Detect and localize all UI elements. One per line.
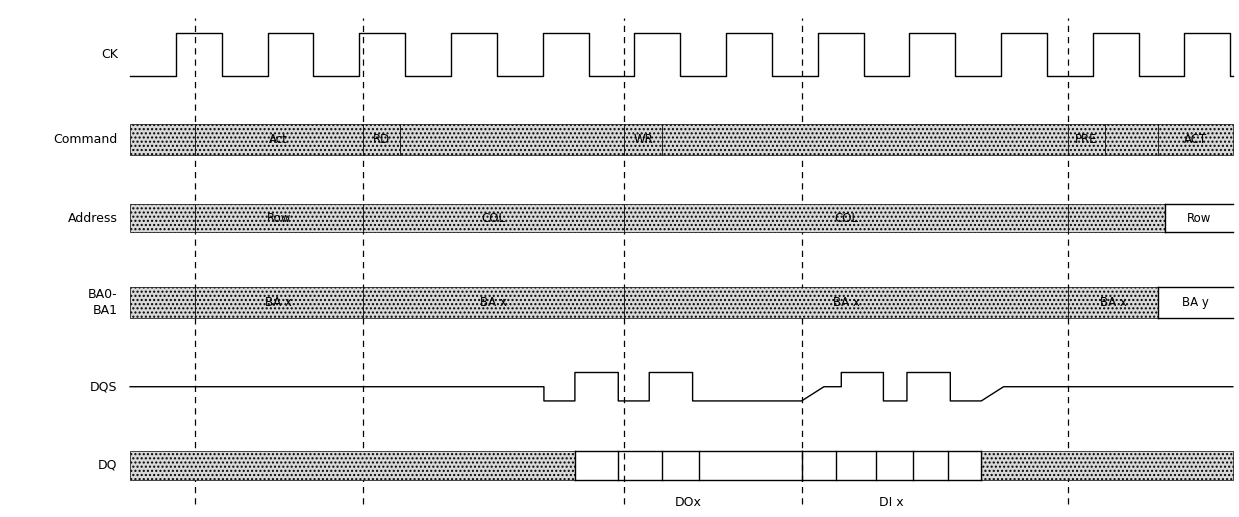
Text: BA x: BA x	[833, 296, 860, 309]
Bar	[624, 287, 1068, 318]
Text: BA x: BA x	[481, 296, 507, 309]
Bar	[130, 124, 195, 155]
Bar	[400, 124, 624, 155]
Bar	[130, 287, 195, 318]
Bar	[624, 124, 662, 155]
Text: ACT: ACT	[1184, 133, 1207, 146]
Bar	[195, 204, 363, 233]
Text: COL: COL	[834, 211, 859, 225]
Bar	[130, 204, 195, 233]
Text: Row: Row	[266, 211, 291, 225]
Text: Act: Act	[269, 133, 289, 146]
Text: BA0-: BA0-	[88, 287, 118, 301]
Bar	[1105, 124, 1158, 155]
Bar	[130, 451, 575, 480]
Text: BA1: BA1	[93, 304, 118, 317]
Text: WR: WR	[633, 133, 653, 146]
Bar	[363, 287, 624, 318]
Text: Row: Row	[1187, 211, 1211, 225]
Bar	[1068, 204, 1165, 233]
Bar	[195, 124, 363, 155]
Text: BA y: BA y	[1182, 296, 1209, 309]
Text: DI x: DI x	[880, 496, 903, 509]
Bar	[1068, 124, 1105, 155]
Bar	[981, 451, 1233, 480]
Bar	[624, 204, 1068, 233]
Text: DOx: DOx	[675, 496, 701, 509]
Bar	[1068, 287, 1158, 318]
Text: RD: RD	[373, 133, 390, 146]
Text: Command: Command	[53, 133, 118, 146]
Text: CK: CK	[100, 48, 118, 61]
Text: COL: COL	[482, 211, 506, 225]
Text: DQ: DQ	[98, 459, 118, 472]
Bar	[1158, 124, 1233, 155]
Bar	[363, 204, 624, 233]
Text: BA x: BA x	[265, 296, 292, 309]
Text: DQS: DQS	[90, 380, 118, 393]
Text: Address: Address	[68, 211, 118, 225]
Bar	[363, 124, 400, 155]
Bar	[662, 124, 1068, 155]
Text: PRE: PRE	[1075, 133, 1098, 146]
Bar	[195, 287, 363, 318]
Text: BA x: BA x	[1100, 296, 1126, 309]
